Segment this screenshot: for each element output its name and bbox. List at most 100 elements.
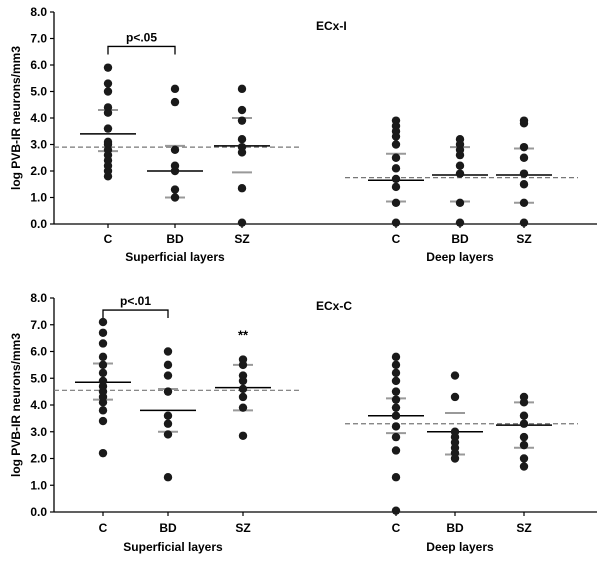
- data-point: [455, 198, 465, 207]
- data-point: [103, 63, 113, 72]
- y-tick-label: 6.0: [30, 58, 47, 72]
- data-point: [391, 116, 401, 125]
- y-tick-label: 5.0: [30, 85, 47, 99]
- data-point: [238, 403, 248, 412]
- data-point: [519, 218, 529, 227]
- y-tick-label: 1.0: [30, 478, 47, 492]
- data-point: [98, 328, 108, 337]
- group-label: Deep layers: [426, 250, 494, 264]
- data-point: [519, 169, 529, 178]
- data-point: [237, 218, 247, 227]
- data-point: [519, 153, 529, 162]
- data-point: [170, 145, 180, 154]
- data-point: [391, 387, 401, 396]
- data-point: [237, 135, 247, 144]
- data-point: [519, 440, 529, 450]
- data-point: [170, 161, 180, 170]
- data-point: [519, 198, 529, 207]
- data-point: [391, 198, 401, 207]
- data-point: [455, 218, 465, 227]
- category-label: BD: [451, 232, 469, 246]
- data-point: [163, 360, 173, 370]
- data-point: [391, 395, 401, 404]
- significance-marker: **: [238, 327, 249, 342]
- category-label: C: [99, 521, 108, 535]
- data-point: [163, 430, 173, 439]
- data-point: [238, 431, 248, 440]
- data-point: [237, 184, 247, 193]
- data-point: [163, 387, 173, 396]
- group-label: Deep layers: [426, 540, 494, 554]
- data-point: [519, 142, 529, 152]
- data-point: [391, 473, 401, 482]
- data-point: [98, 368, 108, 378]
- data-point: [163, 473, 173, 482]
- data-point: [163, 347, 173, 356]
- data-point: [519, 454, 529, 463]
- y-tick-label: 8.0: [30, 291, 47, 305]
- data-point: [163, 411, 173, 420]
- data-point: [519, 432, 529, 442]
- data-point: [170, 97, 180, 107]
- data-point: [391, 218, 401, 227]
- category-label: BD: [166, 232, 184, 246]
- y-tick-label: 7.0: [30, 32, 47, 46]
- group-label: Superficial layers: [125, 250, 225, 264]
- data-point: [238, 355, 248, 364]
- data-point: [391, 376, 401, 386]
- data-point: [98, 339, 108, 348]
- data-point: [98, 448, 108, 458]
- category-label: SZ: [234, 232, 249, 246]
- data-point: [170, 84, 180, 94]
- panel-title: ECx-I: [316, 19, 347, 33]
- category-label: BD: [446, 521, 464, 535]
- data-point: [519, 392, 529, 402]
- category-label: SZ: [516, 232, 531, 246]
- data-point: [98, 360, 108, 370]
- panel-title: ECx-C: [316, 299, 352, 313]
- y-tick-label: 3.0: [30, 138, 47, 152]
- y-tick-label: 4.0: [30, 111, 47, 125]
- data-point: [391, 432, 401, 442]
- y-tick-label: 5.0: [30, 371, 47, 385]
- data-point: [163, 371, 173, 380]
- data-point: [391, 174, 401, 184]
- category-label: C: [392, 521, 401, 535]
- data-point: [519, 411, 529, 420]
- data-point: [103, 87, 113, 96]
- data-point: [519, 180, 529, 189]
- data-point: [170, 185, 180, 194]
- data-point: [98, 376, 108, 386]
- data-point: [455, 169, 465, 178]
- data-point: [519, 116, 529, 125]
- category-label: BD: [159, 521, 177, 535]
- y-tick-label: 8.0: [30, 5, 47, 19]
- data-point: [455, 135, 465, 144]
- data-point: [391, 403, 401, 412]
- data-point: [450, 392, 460, 402]
- data-point: [391, 506, 401, 515]
- data-point: [103, 79, 113, 88]
- category-label: C: [392, 232, 401, 246]
- data-point: [103, 137, 113, 147]
- y-tick-label: 7.0: [30, 318, 47, 332]
- data-point: [163, 419, 173, 428]
- data-point: [237, 142, 247, 152]
- data-point: [103, 103, 113, 112]
- y-tick-label: 2.0: [30, 452, 47, 466]
- data-point: [237, 84, 247, 94]
- data-point: [391, 153, 401, 162]
- data-point: [391, 411, 401, 420]
- data-point: [391, 360, 401, 370]
- y-tick-label: 0.0: [30, 217, 47, 231]
- data-point: [391, 422, 401, 431]
- y-tick-label: 6.0: [30, 345, 47, 359]
- data-point: [450, 371, 460, 380]
- data-point: [391, 352, 401, 362]
- data-point: [98, 317, 108, 327]
- category-label: SZ: [516, 521, 531, 535]
- significance-label: p<.01: [120, 294, 151, 308]
- data-point: [391, 368, 401, 378]
- y-tick-label: 1.0: [30, 191, 47, 205]
